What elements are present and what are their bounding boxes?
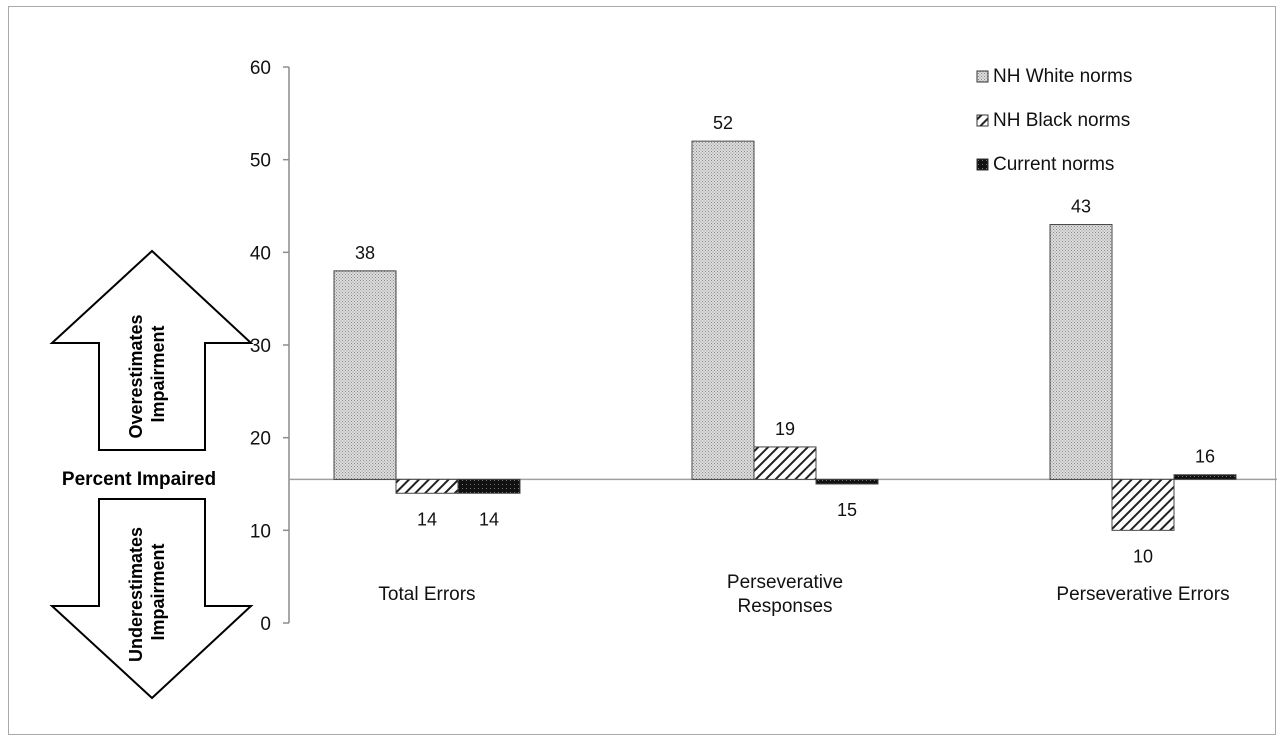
- underestimates-label: Underestimates Impairment: [126, 522, 168, 662]
- data-label: 43: [1071, 197, 1091, 217]
- underestimates-arrow: [49, 498, 254, 700]
- underestimates-label-line2: Impairment: [148, 543, 168, 640]
- bar-dark-1: [815, 478, 879, 485]
- bar-hatch-1: [753, 446, 817, 480]
- bar-dark-0: [457, 478, 521, 494]
- legend-label: NH White norms: [993, 66, 1132, 87]
- legend-swatch: [976, 158, 989, 171]
- bar-chart: Overestimates Impairment Underestimates …: [49, 58, 1277, 700]
- overestimates-label-line2: Impairment: [148, 325, 168, 422]
- underestimates-label-line1: Underestimates: [126, 527, 146, 662]
- y-axis: 0 10 20 30 40 50 60: [250, 58, 1277, 635]
- bar-hatch-0: [395, 478, 459, 494]
- overestimates-arrow: [49, 249, 254, 451]
- y-tick-label: 50: [250, 151, 271, 172]
- y-tick-label: 30: [250, 336, 271, 357]
- impairment-arrows: Overestimates Impairment Underestimates …: [49, 249, 254, 700]
- y-tick-label: 60: [250, 58, 271, 79]
- y-tick-label: 0: [260, 614, 271, 635]
- y-tick-label: 40: [250, 243, 271, 264]
- bar-dark-2: [1173, 474, 1237, 480]
- data-label: 38: [355, 243, 375, 263]
- bar-dots-0: [333, 270, 397, 480]
- y-tick-label: 10: [250, 521, 271, 542]
- data-label: 52: [713, 113, 733, 133]
- data-label: 14: [479, 509, 499, 529]
- data-labels: 38 14 14 52 19 15 43 10 16: [355, 113, 1215, 566]
- bars: [333, 140, 1237, 531]
- data-label: 15: [837, 500, 857, 520]
- bar-dots-2: [1049, 224, 1113, 480]
- data-label: 14: [417, 509, 437, 529]
- data-label: 16: [1195, 447, 1215, 467]
- legend: NH White norms NH Black norms Current norm…: [976, 66, 1132, 175]
- data-label: 19: [775, 419, 795, 439]
- legend-swatch: [976, 114, 989, 127]
- overestimates-label: Overestimates Impairment: [126, 309, 168, 438]
- bar-dots-1: [691, 140, 755, 480]
- legend-label: Current norms: [993, 154, 1114, 175]
- category-label: Perseverative Errors: [1056, 584, 1229, 605]
- category-label: Perseverative Responses: [727, 572, 843, 617]
- y-axis-title: Percent Impaired: [62, 469, 216, 490]
- overestimates-label-line1: Overestimates: [126, 314, 146, 438]
- legend-label: NH Black norms: [993, 110, 1130, 131]
- legend-swatch: [976, 70, 989, 83]
- category-labels: Total Errors Perseverative Responses Persev…: [378, 572, 1229, 617]
- y-tick-label: 20: [250, 429, 271, 450]
- chart-frame: Overestimates Impairment Underestimates …: [8, 6, 1277, 735]
- category-label: Total Errors: [378, 584, 475, 605]
- data-label: 10: [1133, 546, 1153, 566]
- bar-hatch-2: [1111, 478, 1175, 531]
